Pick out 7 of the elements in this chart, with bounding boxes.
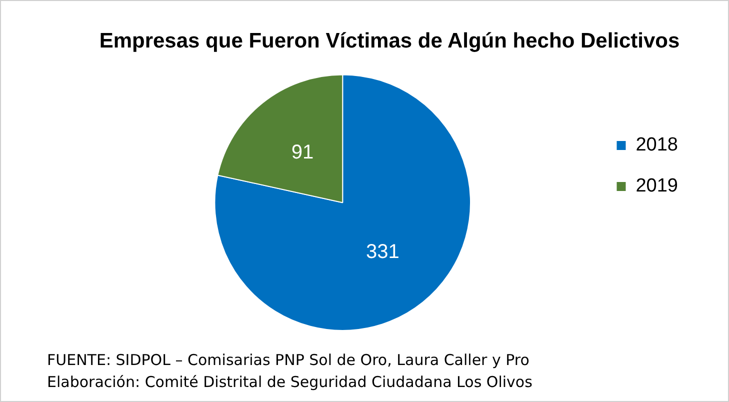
legend-label: 2019 xyxy=(636,176,678,197)
legend-label: 2018 xyxy=(636,134,678,156)
text: Elaboración: Comité Distrital de Seguridad Ciudadana Los Olivos xyxy=(47,372,532,393)
source-note: FUENTE: SIDPOL – Comisarias PNP Sol de Oro, Laura Caller y Pro xyxy=(47,350,530,371)
chart-title: Empresas que Fueron Víctimas de Algún hecho Delictivos xyxy=(99,29,680,52)
data-label: 331 xyxy=(366,240,400,263)
data-label: 91 xyxy=(291,141,314,164)
